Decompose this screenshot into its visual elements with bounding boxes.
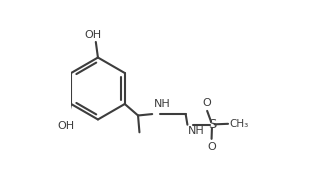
- Text: NH: NH: [187, 126, 204, 136]
- Text: NH: NH: [154, 99, 170, 109]
- Text: OH: OH: [85, 30, 102, 40]
- Text: S: S: [208, 118, 216, 131]
- Text: O: O: [207, 142, 216, 152]
- Text: CH₃: CH₃: [229, 119, 249, 129]
- Text: O: O: [203, 98, 211, 108]
- Text: OH: OH: [58, 121, 75, 131]
